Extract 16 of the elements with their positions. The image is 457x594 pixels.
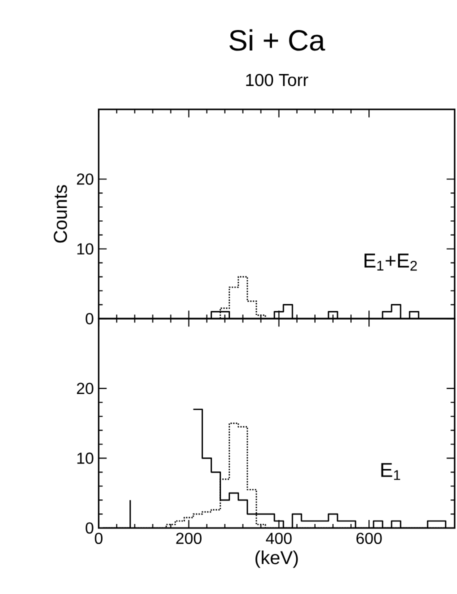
x-tick-label: 400: [266, 532, 292, 544]
y-tick-label: 20: [76, 382, 94, 394]
y-tick-label: 0: [86, 313, 94, 324]
chart-subtitle: 100 Torr: [246, 74, 308, 86]
y-tick-label: 20: [76, 173, 94, 185]
x-tick-label: 600: [356, 532, 382, 544]
x-tick-label: 0: [94, 532, 102, 544]
y-tick-label: 10: [77, 243, 94, 255]
x-tick-label: 200: [176, 532, 202, 544]
chart-title: Si + Ca: [229, 29, 326, 51]
annotation: E$_{1}$+E$_{2}$: [364, 254, 417, 271]
annotation: E$_{1}$: [381, 463, 400, 480]
y-axis-title: Counts: [54, 185, 68, 243]
x-axis-title: (keV): [256, 550, 298, 568]
y-tick-label: 0: [86, 522, 94, 534]
y-tick-label: 10: [77, 452, 94, 464]
